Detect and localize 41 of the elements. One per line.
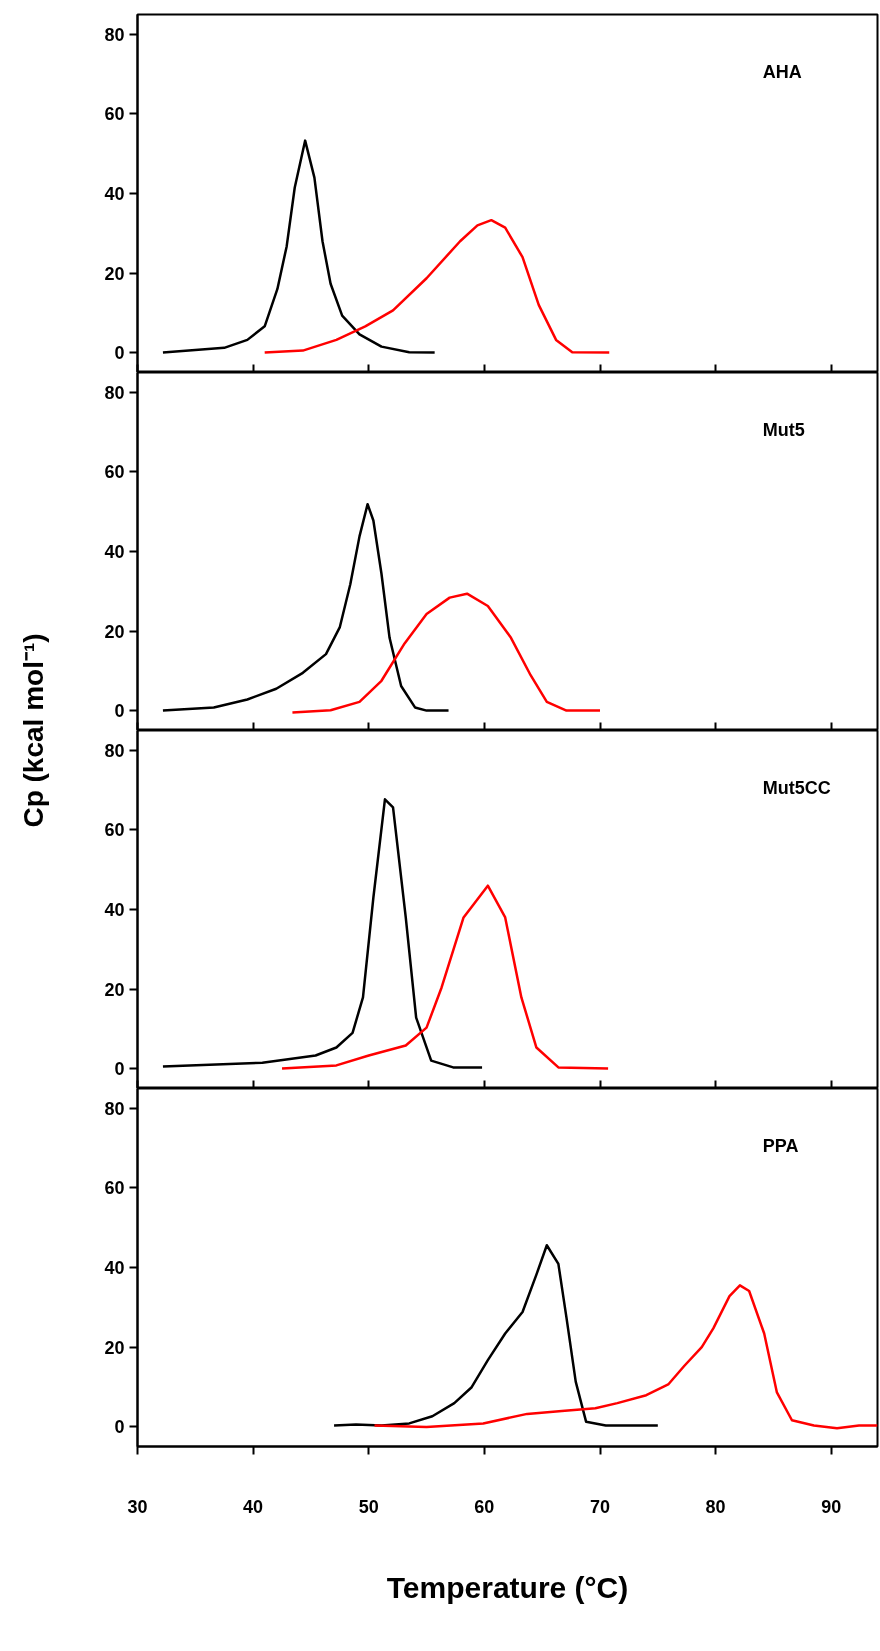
y-tick-label: 80	[104, 24, 125, 45]
x-tick-label: 80	[705, 1496, 726, 1517]
x-tick-label: 70	[589, 1496, 611, 1517]
text: Mut5	[762, 419, 805, 440]
line-series	[332, 1243, 660, 1427]
y-axis-title: Cp (kcal mol⁻¹)	[18, 633, 49, 828]
text: Mut5CC	[762, 777, 831, 798]
x-axis-title: Temperature (°C)	[386, 1570, 629, 1604]
y-tick-label: 20	[104, 1337, 125, 1358]
y-tick-label: 0	[114, 1059, 125, 1080]
x-tick-label: 60	[474, 1496, 495, 1517]
y-tick-label: 20	[104, 263, 125, 284]
line-series	[291, 592, 602, 714]
y-tick-label: 60	[104, 462, 125, 483]
line-series	[280, 884, 610, 1070]
line-series	[161, 502, 450, 712]
y-tick-label: 60	[104, 1178, 125, 1199]
y-tick-label: 60	[104, 820, 125, 841]
text: PPA	[762, 1135, 799, 1156]
y-tick-label: 40	[104, 1258, 125, 1278]
y-tick-label: 80	[104, 740, 125, 761]
text: AHA	[762, 61, 802, 82]
y-tick-label: 80	[104, 1098, 125, 1119]
y-tick-label: 0	[114, 701, 125, 722]
x-tick-label: 90	[821, 1496, 842, 1517]
y-tick-label: 60	[104, 104, 125, 125]
line-series	[263, 218, 611, 354]
x-tick-label: 40	[243, 1496, 264, 1517]
y-tick-label: 0	[114, 343, 125, 364]
x-tick-label: 50	[358, 1496, 379, 1517]
y-tick-label: 40	[104, 184, 125, 204]
y-tick-label: 0	[114, 1417, 125, 1438]
y-tick-label: 40	[104, 542, 125, 562]
x-tick-label: 30	[127, 1496, 148, 1517]
y-tick-label: 20	[104, 621, 125, 642]
y-tick-label: 20	[104, 979, 125, 1000]
line-series	[373, 1284, 878, 1430]
line-series	[161, 139, 436, 354]
y-tick-label: 80	[104, 382, 125, 403]
y-tick-label: 40	[104, 900, 125, 920]
line-series	[161, 798, 484, 1069]
